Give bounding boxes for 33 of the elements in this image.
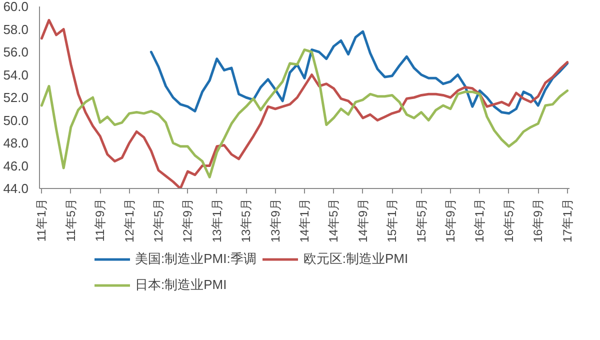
y-tick-label: 58.0 [3,22,29,37]
x-tick-label: 12年1月 [122,198,136,243]
x-tick-label: 17年1月 [560,198,574,243]
x-tick-label: 12年9月 [180,198,195,243]
y-tick-label: 54.0 [3,67,29,82]
x-tick-label: 16年9月 [531,198,546,243]
x-tick-label: 11年1月 [34,198,49,242]
y-tick-label: 48.0 [3,136,29,150]
x-tick-label: 12年5月 [151,198,166,243]
x-tick-label: 16年1月 [472,198,487,243]
legend-label: 欧元区:制造业PMI [303,250,408,268]
x-tick-label: 14年1月 [298,198,312,243]
y-tick-label: 52.0 [3,90,29,105]
y-tick-label: 44.0 [3,181,29,196]
x-tick-label: 16年5月 [502,198,516,243]
x-tick-label: 11年5月 [64,198,78,242]
legend-label: 美国:制造业PMI:季调 [135,250,256,268]
x-tick-label: 14年9月 [356,198,370,243]
x-tick-label: 15年5月 [414,198,428,243]
x-tick-label: 11年9月 [93,198,108,242]
y-tick-label: 60.0 [3,0,29,14]
x-tick-label: 15年1月 [385,198,400,243]
x-tick-label: 13年1月 [210,198,224,243]
x-tick-label: 13年5月 [239,198,254,243]
x-tick-label: 14年5月 [326,198,341,243]
line-series [150,30,569,115]
x-tick-label: 15年9月 [444,198,458,243]
line-series [40,48,569,178]
y-tick-label: 56.0 [3,44,29,60]
y-tick-label: 46.0 [3,158,29,174]
x-tick-label: 13年9月 [268,198,282,243]
legend-label: 日本:制造业PMI [135,276,227,294]
y-tick-label: 50.0 [3,112,29,128]
